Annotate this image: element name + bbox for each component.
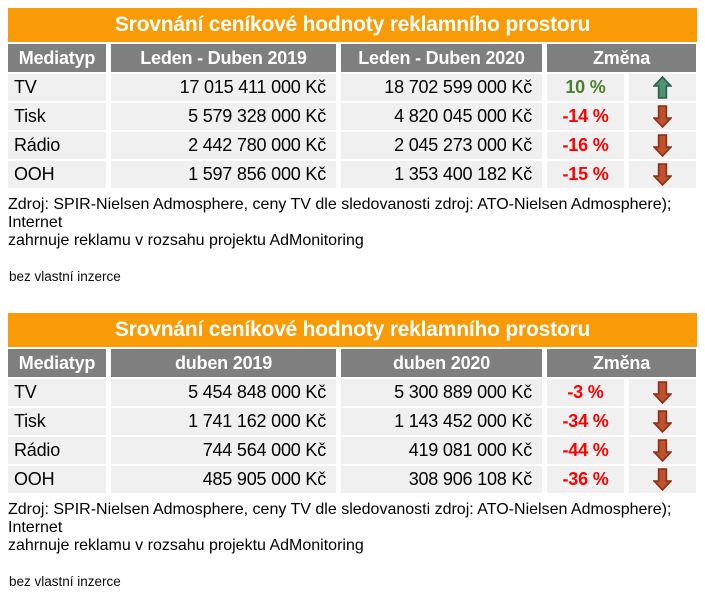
table-row: TV 17 015 411 000 Kč 18 702 599 000 Kč 10 %	[8, 74, 697, 101]
mediatype-cell: OOH	[8, 466, 106, 493]
change-percent-cell: -15 %	[547, 161, 624, 188]
table-row: Tisk 1 741 162 000 Kč 1 143 452 000 Kč -34 …	[8, 408, 697, 435]
down-arrow-icon	[653, 163, 672, 186]
column-header-change: Změna	[547, 44, 696, 72]
period2-value-cell: 2 045 273 000 Kč	[341, 132, 542, 159]
down-arrow-icon	[653, 439, 672, 462]
comparison-table-april: Srovnání ceníkové hodnoty reklamního pro…	[8, 313, 697, 592]
period2-value-cell: 18 702 599 000 Kč	[341, 74, 542, 101]
period1-value-cell: 5 454 848 000 Kč	[111, 379, 336, 406]
source-line: Zdroj: SPIR-Nielsen Admosphere, ceny TV …	[8, 196, 672, 231]
period1-value-cell: 5 579 328 000 Kč	[111, 103, 336, 130]
table-row: Rádio 744 564 000 Kč 419 081 000 Kč -44 %	[8, 437, 697, 464]
change-arrow-cell	[629, 74, 696, 101]
period1-value-cell: 485 905 000 Kč	[111, 466, 336, 493]
change-arrow-cell	[629, 408, 696, 435]
up-arrow-icon	[653, 76, 672, 99]
period2-value-cell: 5 300 889 000 Kč	[341, 379, 542, 406]
column-header-mediatyp: Mediatyp	[8, 44, 106, 72]
down-arrow-icon	[653, 105, 672, 128]
mediatype-cell: Rádio	[8, 132, 106, 159]
source-line: zahrnuje reklamu v rozsahu projektu AdMo…	[8, 232, 364, 249]
source-line: zahrnuje reklamu v rozsahu projektu AdMo…	[8, 537, 364, 554]
table-row: OOH 1 597 856 000 Kč 1 353 400 182 Kč -15 %	[8, 161, 697, 188]
change-percent-cell: -16 %	[547, 132, 624, 159]
period2-value-cell: 1 143 452 000 Kč	[341, 408, 542, 435]
column-header-period-2019: Leden - Duben 2019	[111, 44, 336, 72]
mediatype-cell: Tisk	[8, 103, 106, 130]
change-percent-cell: -34 %	[547, 408, 624, 435]
table-title: Srovnání ceníkové hodnoty reklamního pro…	[8, 313, 697, 347]
change-arrow-cell	[629, 379, 696, 406]
change-percent-cell: 10 %	[547, 74, 624, 101]
column-header-period-2019: duben 2019	[111, 349, 336, 377]
change-arrow-cell	[629, 132, 696, 159]
table-header-row: Mediatyp duben 2019 duben 2020 Změna	[8, 349, 697, 377]
mediatype-cell: TV	[8, 74, 106, 101]
table-body: TV 5 454 848 000 Kč 5 300 889 000 Kč -3 % Ti…	[8, 379, 697, 493]
column-header-period-2020: Leden - Duben 2020	[341, 44, 542, 72]
change-arrow-cell	[629, 437, 696, 464]
change-percent-cell: -44 %	[547, 437, 624, 464]
change-percent-cell: -14 %	[547, 103, 624, 130]
table-row: Rádio 2 442 780 000 Kč 2 045 273 000 Kč -16…	[8, 132, 697, 159]
mediatype-cell: OOH	[8, 161, 106, 188]
mediatype-cell: Rádio	[8, 437, 106, 464]
change-percent-cell: -3 %	[547, 379, 624, 406]
source-note: bez vlastní inzerce	[9, 574, 121, 589]
period2-value-cell: 4 820 045 000 Kč	[341, 103, 542, 130]
period2-value-cell: 1 353 400 182 Kč	[341, 161, 542, 188]
period1-value-cell: 17 015 411 000 Kč	[111, 74, 336, 101]
change-arrow-cell	[629, 466, 696, 493]
column-header-mediatyp: Mediatyp	[8, 349, 106, 377]
source-line: Zdroj: SPIR-Nielsen Admosphere, ceny TV …	[8, 501, 672, 536]
change-arrow-cell	[629, 161, 696, 188]
period1-value-cell: 2 442 780 000 Kč	[111, 132, 336, 159]
table-title: Srovnání ceníkové hodnoty reklamního pro…	[8, 8, 697, 42]
period1-value-cell: 744 564 000 Kč	[111, 437, 336, 464]
down-arrow-icon	[653, 468, 672, 491]
down-arrow-icon	[653, 381, 672, 404]
comparison-table-ytd: Srovnání ceníkové hodnoty reklamního pro…	[8, 8, 697, 287]
source-note: bez vlastní inzerce	[9, 269, 121, 284]
table-header-row: Mediatyp Leden - Duben 2019 Leden - Dube…	[8, 44, 697, 72]
change-percent-cell: -36 %	[547, 466, 624, 493]
period1-value-cell: 1 597 856 000 Kč	[111, 161, 336, 188]
down-arrow-icon	[653, 134, 672, 157]
period1-value-cell: 1 741 162 000 Kč	[111, 408, 336, 435]
table-body: TV 17 015 411 000 Kč 18 702 599 000 Kč 10 %…	[8, 74, 697, 188]
down-arrow-icon	[653, 410, 672, 433]
change-arrow-cell	[629, 103, 696, 130]
table-row: OOH 485 905 000 Kč 308 906 108 Kč -36 %	[8, 466, 697, 493]
period2-value-cell: 419 081 000 Kč	[341, 437, 542, 464]
table-row: TV 5 454 848 000 Kč 5 300 889 000 Kč -3 %	[8, 379, 697, 406]
period2-value-cell: 308 906 108 Kč	[341, 466, 542, 493]
mediatype-cell: TV	[8, 379, 106, 406]
column-header-change: Změna	[547, 349, 696, 377]
column-header-period-2020: duben 2020	[341, 349, 542, 377]
table-row: Tisk 5 579 328 000 Kč 4 820 045 000 Kč -14 …	[8, 103, 697, 130]
mediatype-cell: Tisk	[8, 408, 106, 435]
